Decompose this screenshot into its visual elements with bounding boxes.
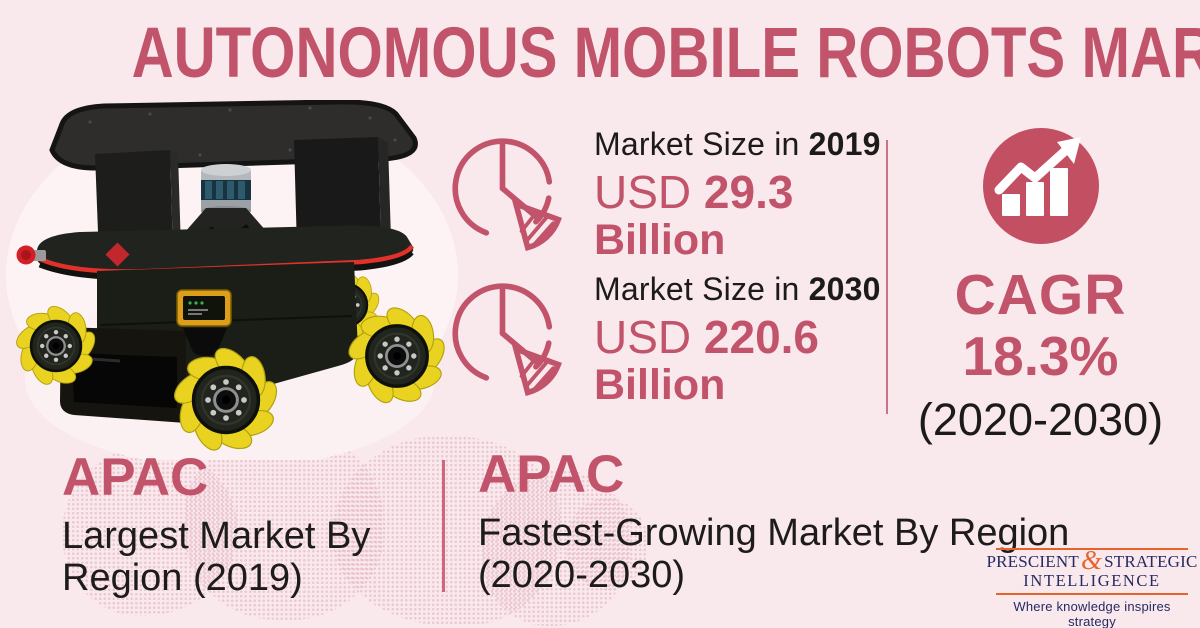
company-logo: PRESCIENT & STRATEGIC INTELLIGENCE Where…: [986, 544, 1198, 628]
cagr-value: 18.3%: [962, 325, 1119, 387]
logo-rule-bottom: [996, 593, 1188, 595]
region-largest-market-block: APAC Largest Market By Region (2019): [62, 450, 370, 600]
cagr-block: CAGR 18.3% (2020-2030): [888, 126, 1193, 442]
pie-chart-icon: [444, 277, 570, 410]
ampersand-icon: &: [1080, 544, 1103, 575]
region-description: Fastest-Growing Market By Region (2020-2…: [478, 511, 1070, 597]
vertical-divider: [886, 140, 888, 414]
logo-rule-top: [996, 548, 1188, 550]
region-name: APAC: [62, 448, 209, 507]
market-size-2030-label: Market Size in 2030: [594, 271, 881, 307]
region-name: APAC: [478, 445, 625, 504]
pie-chart-icon: [444, 132, 570, 265]
vertical-divider: [442, 460, 445, 592]
growth-chart-icon: [982, 128, 1099, 244]
market-size-2030-value: USD 220.6: [594, 310, 820, 363]
logo-name-line2: INTELLIGENCE: [1023, 571, 1161, 590]
market-size-2030-block: Market Size in 2030 USD 220.6 Billion: [444, 271, 881, 410]
cagr-period: (2020-2030): [917, 394, 1164, 445]
region-fastest-growing-block: APAC Fastest-Growing Market By Region (2…: [478, 447, 1069, 597]
region-description: Largest Market By Region (2019): [62, 514, 371, 600]
logo-tagline: Where knowledge inspires strategy: [1013, 599, 1171, 628]
robot-photo: [6, 100, 458, 460]
page-title: AUTONOMOUS MOBILE ROBOTS MARKET: [131, 14, 1200, 93]
market-size-2019-unit: Billion: [594, 215, 726, 264]
logo-name-line1: PRESCIENT & STRATEGIC: [986, 544, 1198, 575]
market-size-2019-block: Market Size in 2019 USD 29.3 Billion: [444, 126, 881, 265]
market-size-2030-unit: Billion: [594, 360, 726, 409]
market-size-2019-value: USD 29.3: [594, 165, 794, 218]
world-map-pattern: [566, 498, 648, 590]
market-size-2019-label: Market Size in 2019: [594, 126, 881, 162]
cagr-label: CAGR: [954, 263, 1127, 327]
